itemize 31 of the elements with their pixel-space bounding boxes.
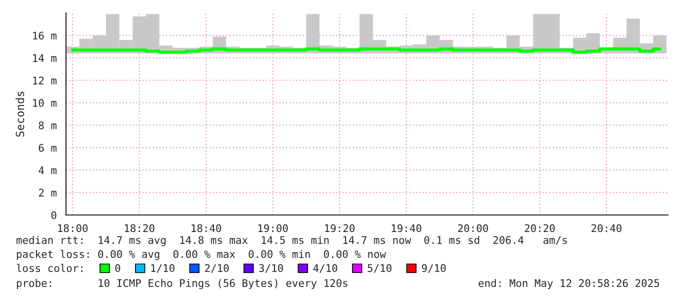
- legend-label: 3/10: [259, 264, 283, 273]
- x-tick-label: 20:00: [458, 224, 488, 232]
- y-tick-label: 0: [51, 211, 56, 220]
- text: end: Mon May 12 20:58:26 2025: [478, 278, 660, 290]
- x-tick-label: 18:20: [124, 224, 154, 232]
- x-tick-label: 19:20: [325, 224, 355, 232]
- y-tick-label: 8 m: [38, 121, 56, 130]
- legend-label: 2/10: [205, 264, 229, 273]
- y-axis-title: Seconds: [16, 92, 24, 137]
- text: probe: 10 ICMP Echo Pings (56 Bytes) every 120s: [16, 278, 348, 290]
- y-tick-label: 16 m: [33, 32, 56, 40]
- legend-label: 1/10: [151, 264, 174, 273]
- legend-title: loss color:: [16, 264, 82, 272]
- x-tick-label: 18:00: [58, 224, 88, 232]
- x-tick-label: 19:40: [392, 224, 422, 232]
- y-tick-label: 10 m: [33, 99, 56, 107]
- text: packet loss: 0.00 % avg 0.00 % max 0.00 % min 0.00 % now: [16, 250, 386, 260]
- y-tick-label: 2 m: [38, 188, 56, 197]
- y-tick-label: 6 m: [38, 144, 56, 152]
- x-tick-label: 20:20: [524, 224, 555, 232]
- legend-label: 9/10: [422, 264, 446, 273]
- legend-label: 4/10: [313, 264, 338, 273]
- x-tick-label: 18:40: [192, 224, 222, 232]
- legend-label: 5/10: [368, 264, 392, 273]
- legend-label: 0: [115, 264, 120, 272]
- y-tick-label: 12 m: [33, 76, 56, 84]
- y-tick-label: 14 m: [33, 54, 56, 62]
- x-tick-label: 20:40: [592, 224, 622, 232]
- y-tick-label: 4 m: [38, 166, 56, 174]
- x-tick-label: 19:00: [258, 224, 288, 232]
- text: median rtt: 14.7 ms avg 14.8 ms max 14.5 ms min 14.7 ms now 0.1 ms sd 206.4 am/s: [16, 236, 567, 246]
